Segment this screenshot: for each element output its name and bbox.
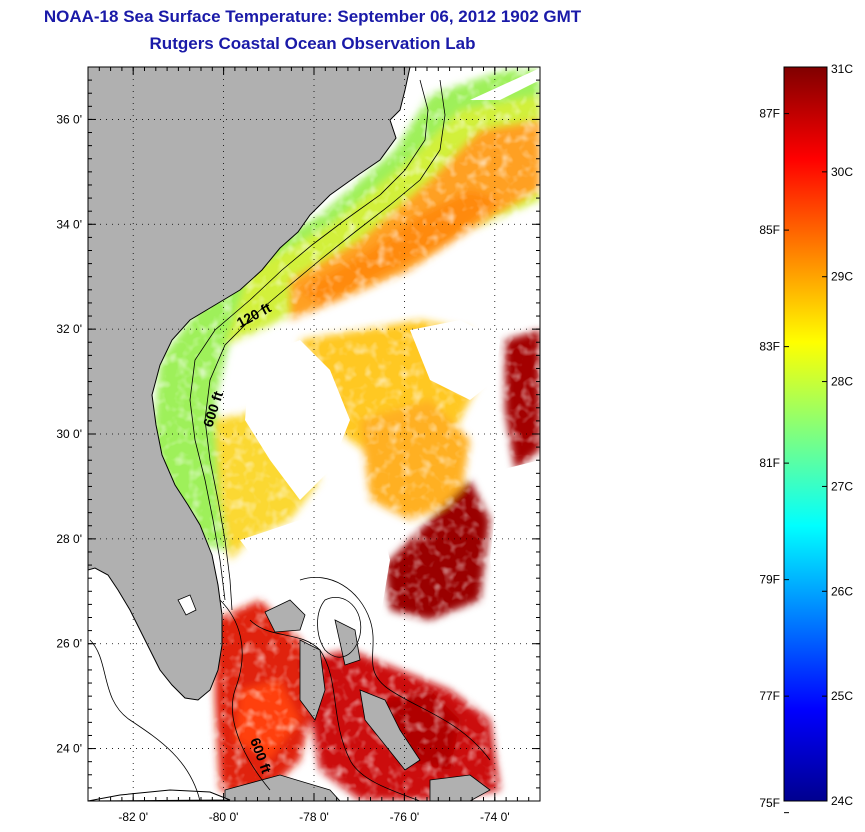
colorbar-labels: 31C 30C 29C 28C 27C 26C 25C 24C 87F 85F 83F 81F 79F 7… <box>759 62 853 814</box>
colorbar-label-fahrenheit: 75F <box>759 796 780 810</box>
y-axis-ticks: 24 0' 26 0' 28 0' 30 0' 32 0' 34 0' 36 0' <box>56 112 540 756</box>
x-tick-label: -74 0' <box>480 810 510 824</box>
y-tick-label: 30 0' <box>56 427 82 441</box>
y-tick-label: 28 0' <box>56 532 82 546</box>
y-tick-label: 24 0' <box>56 742 82 756</box>
y-tick-label: 34 0' <box>56 217 82 231</box>
colorbar-label-fahrenheit: 81F <box>759 456 780 470</box>
bathymetry-contours <box>89 79 491 801</box>
bahamas-islands <box>177 594 491 801</box>
map-subtitle: Rutgers Coastal Ocean Observation Lab <box>149 34 476 53</box>
us-landmass <box>88 67 411 701</box>
x-tick-label: -78 0' <box>299 810 329 824</box>
x-tick-label: -76 0' <box>390 810 420 824</box>
graticule <box>88 67 540 801</box>
map-title: NOAA-18 Sea Surface Temperature: Septemb… <box>43 7 582 26</box>
colorbar <box>783 66 828 802</box>
colorbar-label-celsius: 25C <box>831 689 853 703</box>
y-tick-label: 26 0' <box>56 637 82 651</box>
colorbar-label-fahrenheit: 83F <box>759 340 780 354</box>
colorbar-label-fahrenheit: 87F <box>759 107 780 121</box>
y-tick-label: 32 0' <box>56 322 82 336</box>
colorbar-label-celsius: 30C <box>831 165 853 179</box>
colorbar-label-celsius: 27C <box>831 479 853 493</box>
colorbar-label-fahrenheit: 85F <box>759 223 780 237</box>
x-tick-label: -82 0' <box>118 810 148 824</box>
colorbar-label-fahrenheit: 79F <box>759 573 780 587</box>
colorbar-label-celsius: 31C <box>831 62 853 76</box>
y-tick-label: 36 0' <box>56 112 82 126</box>
x-axis-ticks: -82 0' -80 0' -78 0' -76 0' -74 0' <box>118 67 510 824</box>
x-tick-label: -80 0' <box>209 810 239 824</box>
colorbar-label-celsius: 26C <box>831 584 853 598</box>
colorbar-label-celsius: 29C <box>831 270 853 284</box>
colorbar-label-celsius: 28C <box>831 375 853 389</box>
colorbar-label-celsius: 24C <box>831 794 853 808</box>
colorbar-label-fahrenheit: 77F <box>759 689 780 703</box>
cuba-landmass <box>88 789 231 801</box>
